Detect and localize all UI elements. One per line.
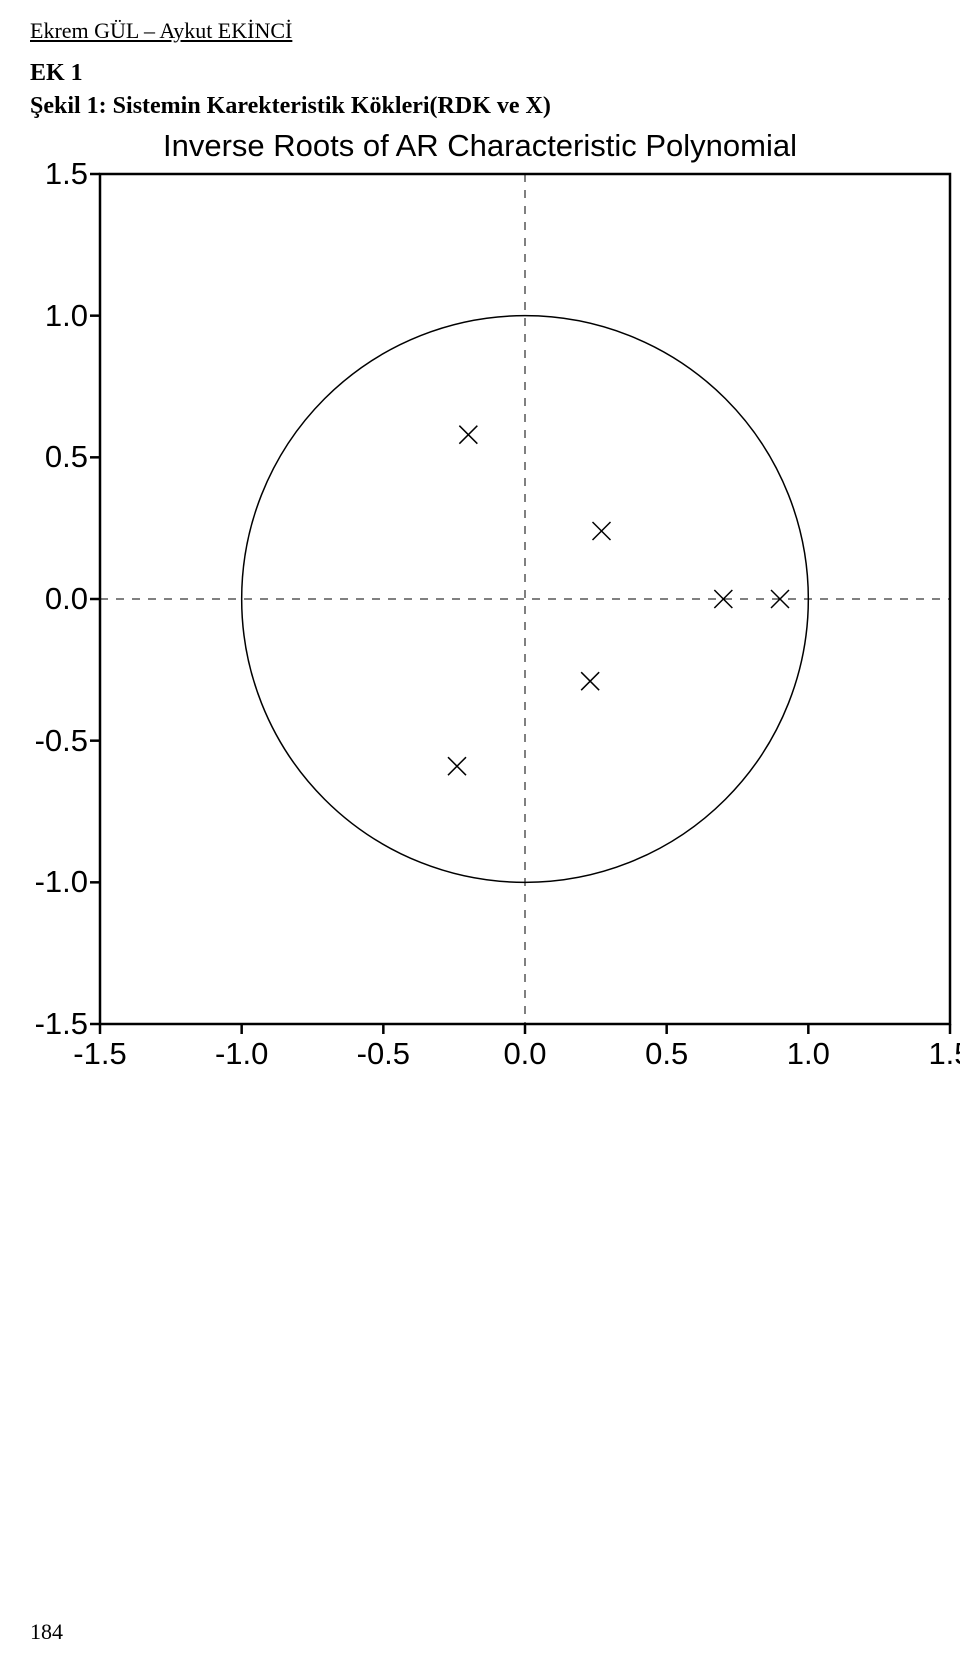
x-tick-label: -1.0 xyxy=(215,1036,268,1072)
chart-svg xyxy=(100,174,950,1024)
y-tick-label: -0.5 xyxy=(8,723,88,759)
section-label: EK 1 xyxy=(30,60,930,87)
x-tick-label: -0.5 xyxy=(357,1036,410,1072)
x-tick-label: 0.0 xyxy=(503,1036,546,1072)
running-head: Ekrem GÜL – Aykut EKİNCİ xyxy=(30,18,930,44)
figure-caption: Şekil 1: Sistemin Karekteristik Kökleri(… xyxy=(30,93,930,120)
x-tick-label: 1.0 xyxy=(787,1036,830,1072)
x-tick-label: 1.5 xyxy=(928,1036,960,1072)
y-tick-label: 0.5 xyxy=(8,439,88,475)
y-tick-label: 1.5 xyxy=(8,156,88,192)
y-tick-label: 0.0 xyxy=(8,581,88,617)
unit-circle-chart: -1.5-1.0-0.50.00.51.01.5-1.5-1.0-0.50.00… xyxy=(100,174,950,1024)
x-tick-label: 0.5 xyxy=(645,1036,688,1072)
y-tick-label: 1.0 xyxy=(8,298,88,334)
y-tick-label: -1.0 xyxy=(8,864,88,900)
chart-title: Inverse Roots of AR Characteristic Polyn… xyxy=(30,128,930,164)
page: Ekrem GÜL – Aykut EKİNCİ EK 1 Şekil 1: S… xyxy=(0,0,960,1663)
x-tick-label: -1.5 xyxy=(73,1036,126,1072)
page-number: 184 xyxy=(30,1619,63,1645)
